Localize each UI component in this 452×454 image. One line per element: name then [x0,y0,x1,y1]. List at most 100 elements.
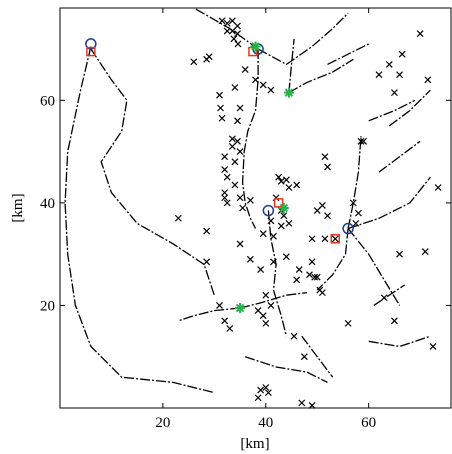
cross-marker [223,173,231,181]
cross-marker [259,81,267,89]
axis-ticks: 20 40 60 20 40 60 [40,8,451,431]
cross-marker [293,276,301,284]
cross-marker [190,58,198,66]
cross-marker [234,22,241,30]
cross-marker [254,394,262,402]
cross-marker [275,173,283,181]
cross-marker [270,232,277,240]
cross-marker [380,294,388,302]
square-marker [248,46,258,57]
cross-marker [311,273,319,281]
contour-line [193,7,259,50]
cross-marker [308,235,316,243]
cross-marker [262,291,270,299]
cross-marker [357,137,365,145]
cross-marker [221,166,229,173]
contour-line [239,291,307,309]
contour-line [301,335,334,378]
cross-marker [254,307,262,314]
cross-marker [375,71,383,79]
cross-marker [354,209,362,217]
cross-marker [267,302,275,309]
cross-marker [318,202,326,209]
square-marker [86,46,96,57]
cross-marker [246,255,254,263]
cross-marker [231,158,239,166]
cross-marker [236,194,244,202]
cross-marker [221,153,229,161]
cross-marker [246,196,254,204]
contour-line [347,228,401,306]
contour-line [288,58,354,94]
cross-marker [267,86,275,94]
cross-marker [416,30,424,38]
cross-marker [424,76,432,84]
cross-marker [234,137,241,145]
contour-line [257,12,349,66]
contour-line [267,210,288,337]
cross-marker [308,402,316,409]
cross-marker [241,66,249,73]
contour-line [316,228,349,291]
cross-marker [360,137,367,145]
y-tick-label: 60 [40,93,55,109]
contour-line [378,140,421,173]
cross-marker [324,163,331,171]
contour-lines [64,7,431,394]
cross-marker [308,258,316,266]
cross-marker [282,176,290,184]
y-tick-label: 40 [40,196,55,212]
cross-marker [290,332,298,340]
cross-marker [259,312,267,320]
cross-marker [234,40,242,48]
cross-marker [218,17,226,25]
contour-line [178,307,241,322]
contour-line [64,46,215,394]
circle-marker [262,204,275,217]
cross-marker [223,19,231,27]
cross-marker [231,84,239,91]
x-tick-label: 60 [361,415,376,431]
cross-marker [203,258,211,266]
cross-marker [385,60,393,68]
cross-marker [280,212,288,220]
cross-marker [324,212,331,220]
contour-line [244,356,328,383]
cross-marker [234,117,241,125]
star-marker [250,41,261,52]
contour-line [368,335,431,348]
cross-marker [282,253,290,261]
cross-marker [270,258,277,266]
circle-marker [342,222,354,235]
cross-marker [300,353,308,361]
cross-marker [216,91,223,99]
cross-marker [221,194,229,202]
cross-marker [203,227,211,235]
cross-marker [236,240,244,248]
cross-marker [390,89,398,97]
cross-marker [234,30,241,38]
star-marker [278,203,289,213]
cross-marker [228,135,236,143]
square-marker [273,198,284,208]
cross-marker [298,399,306,407]
contour-line [388,89,431,127]
cross-marker [221,317,229,325]
cross-marker [344,319,352,327]
cross-marker [295,266,303,273]
cross-marker [231,181,239,189]
cross-marker [174,214,182,222]
x-tick-label: 20 [155,415,170,431]
cross-marker [390,317,398,325]
cross-marker [257,386,265,394]
contour-line [327,43,369,65]
cross-marker [223,199,231,207]
cross-marker [306,271,313,279]
cross-marker [321,153,329,161]
y-axis-label: [km] [10,193,26,222]
cross-marker [285,219,293,227]
cross-marker [352,219,360,227]
contour-line [347,176,431,230]
cross-marker [252,76,259,84]
